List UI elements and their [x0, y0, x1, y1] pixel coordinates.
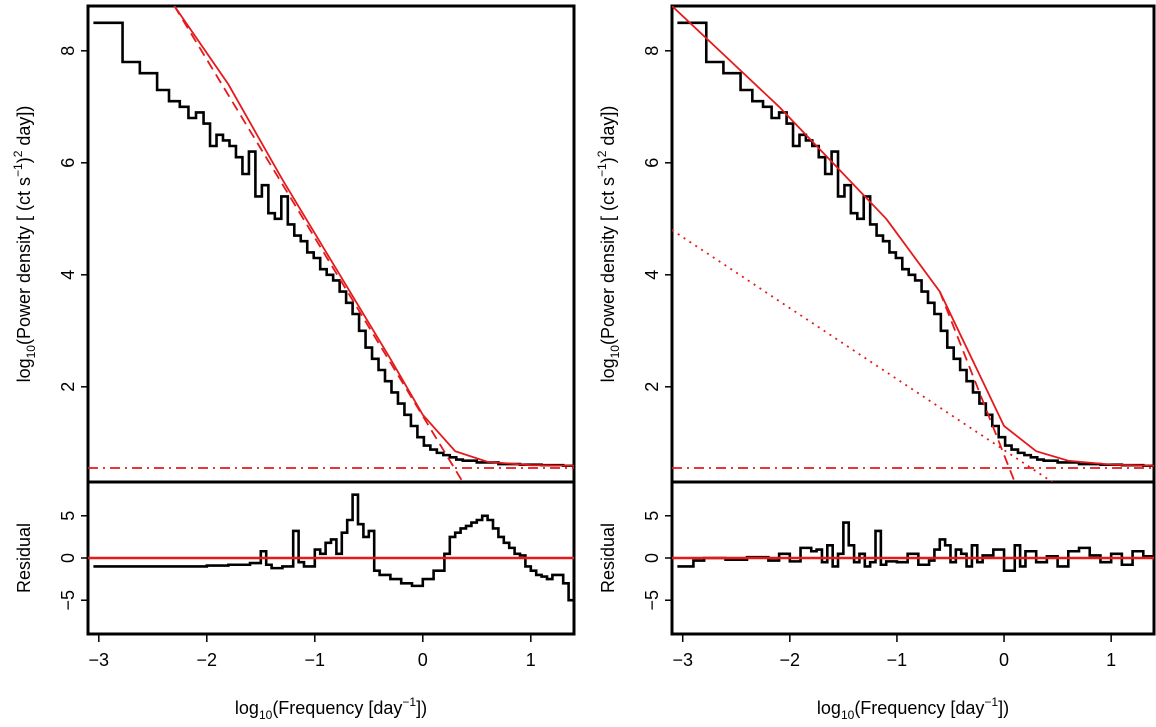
right-top-ytick-label-6: 6 — [642, 158, 662, 168]
left-top-ytick-label-4: 4 — [58, 270, 78, 280]
left-top-series-dashed-2 — [173, 6, 464, 482]
right-bottom-xtick-label-0: 0 — [999, 650, 1009, 670]
right-bottom-y-title: Residual — [598, 523, 618, 593]
left-bottom-ytick-label-5: 5 — [58, 511, 78, 521]
left-top-frame — [86, 4, 576, 484]
right-top-series-dotted-3 — [672, 229, 1053, 482]
right-bottom-ytick-label-5: 5 — [642, 511, 662, 521]
left-bottom-ytick-label-0: 0 — [58, 553, 78, 563]
left-bottom-xtick-label--2: −2 — [197, 650, 218, 670]
right-x-title: log10(Frequency [day−1]) — [817, 695, 1009, 722]
right-bottom-series-step-0 — [677, 521, 1154, 572]
right-top-ytick-label-4: 4 — [642, 270, 662, 280]
right-top-series-step-0 — [677, 21, 1154, 468]
left-bottom-ytick-label--5: −5 — [58, 590, 78, 611]
left-bottom-xtick-label--3: −3 — [89, 650, 110, 670]
plot-layer — [88, 6, 1154, 602]
left-bottom-xtick-label-0: 0 — [418, 650, 428, 670]
right-top-ytick-label-8: 8 — [642, 46, 662, 56]
right-bottom-ytick-label-0: 0 — [642, 553, 662, 563]
right-top-frame — [670, 4, 1156, 484]
left-top-ytick-label-2: 2 — [58, 382, 78, 392]
left-top-series-step-0 — [93, 21, 574, 468]
left-top-ytick-label-8: 8 — [58, 46, 78, 56]
left-top-ytick-label-6: 6 — [58, 158, 78, 168]
right-bottom-xtick-label--3: −3 — [672, 650, 693, 670]
right-bottom-xtick-label-1: 1 — [1106, 650, 1116, 670]
right-top-ytick-label-2: 2 — [642, 382, 662, 392]
right-top-series-solid-1 — [672, 6, 1154, 467]
left-top-series-solid-1 — [173, 6, 574, 467]
left-top-y-title: log10(Power density [ (ct s−1)2 day]) — [11, 106, 38, 383]
tick-layer: 2 4 6 8 −5 0 5 −3 −2 −1 0 1 2 4 6 8 −5 0 5 −3 −2 −1 0 1 — [58, 46, 1116, 670]
left-bottom-y-title: Residual — [14, 523, 34, 593]
right-bottom-ytick-label--5: −5 — [642, 590, 662, 611]
right-top-y-title: log10(Power density [ (ct s−1)2 day]) — [595, 106, 622, 383]
right-bottom-xtick-label--1: −1 — [887, 650, 908, 670]
left-bottom-xtick-label-1: 1 — [526, 650, 536, 670]
left-x-title: log10(Frequency [day−1]) — [235, 695, 427, 722]
left-bottom-xtick-label--1: −1 — [305, 650, 326, 670]
right-bottom-xtick-label--2: −2 — [780, 650, 801, 670]
left-bottom-series-step-0 — [93, 493, 574, 602]
right-top-series-dashed-2 — [938, 291, 1016, 482]
